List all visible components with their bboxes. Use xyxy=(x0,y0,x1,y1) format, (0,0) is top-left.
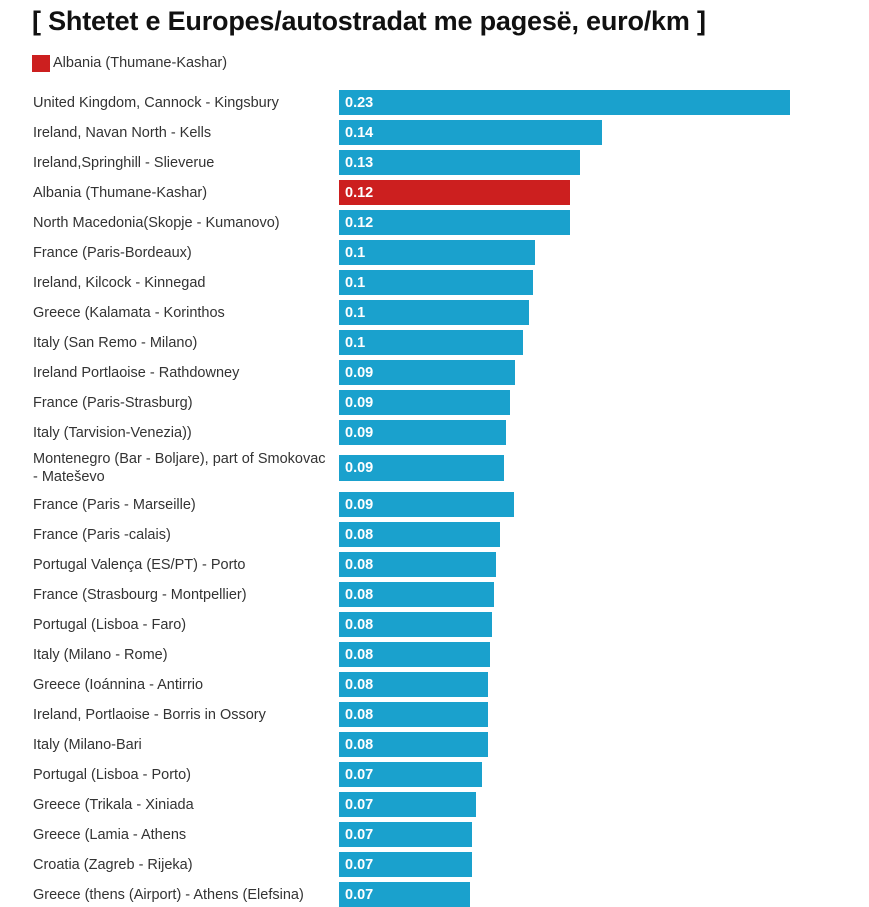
bar xyxy=(339,582,494,607)
data-label: 0.13 xyxy=(345,154,374,171)
category-label: North Macedonia(Skopje - Kumanovo) xyxy=(33,214,280,231)
bar xyxy=(339,90,790,115)
bar xyxy=(339,420,506,445)
category-label: France (Paris - Marseille) xyxy=(33,496,196,513)
data-label: 0.08 xyxy=(345,526,374,543)
category-label: Portugal (Lisboa - Faro) xyxy=(33,616,187,633)
category-label: Greece (Ioánnina - Antirrio xyxy=(33,676,204,693)
bar xyxy=(339,492,514,517)
data-label: 0.07 xyxy=(345,826,374,843)
bar xyxy=(339,762,482,787)
bar xyxy=(339,702,488,727)
data-label: 0.1 xyxy=(345,274,366,291)
bar xyxy=(339,455,504,481)
data-label: 0.1 xyxy=(345,334,366,351)
bar xyxy=(339,672,488,697)
chart-title: [ Shtetet e Europes/autostradat me pages… xyxy=(32,6,706,36)
bar xyxy=(339,612,492,637)
data-label: 0.07 xyxy=(345,856,374,873)
data-label: 0.08 xyxy=(345,616,374,633)
category-label: Ireland, Navan North - Kells xyxy=(33,124,212,141)
data-label: 0.08 xyxy=(345,586,374,603)
data-label: 0.08 xyxy=(345,646,374,663)
bar xyxy=(339,822,472,847)
data-label: 0.08 xyxy=(345,676,374,693)
category-label: France (Paris-Strasburg) xyxy=(33,394,193,411)
bar xyxy=(339,210,570,235)
category-label: Ireland Portlaoise - Rathdowney xyxy=(33,364,240,381)
bar xyxy=(339,642,490,667)
category-label: Portugal (Lisboa - Porto) xyxy=(33,766,191,783)
bar xyxy=(339,852,472,877)
data-label: 0.08 xyxy=(345,556,374,573)
bar xyxy=(339,150,580,175)
data-label: 0.09 xyxy=(345,460,374,476)
category-label: Italy (Milano-Bari xyxy=(33,736,142,753)
category-label: Portugal Valença (ES/PT) - Porto xyxy=(33,556,246,573)
category-label: Italy (Tarvision-Venezia)) xyxy=(33,424,192,441)
bar xyxy=(339,552,496,577)
data-label: 0.09 xyxy=(345,364,374,381)
bar xyxy=(339,300,529,325)
category-label: Italy (San Remo - Milano) xyxy=(33,334,198,351)
bar xyxy=(339,270,533,295)
bar xyxy=(339,330,523,355)
category-label: Greece (thens (Airport) - Athens (Elefsi… xyxy=(33,886,304,903)
category-label: Greece (Lamia - Athens xyxy=(33,826,187,843)
category-label: France (Paris-Bordeaux) xyxy=(33,244,192,261)
bar xyxy=(339,360,515,385)
bar xyxy=(339,240,535,265)
category-label: Croatia (Zagreb - Rijeka) xyxy=(33,856,193,873)
bar xyxy=(339,522,500,547)
data-label: 0.23 xyxy=(345,94,374,111)
category-label: Albania (Thumane-Kashar) xyxy=(33,184,208,201)
legend: Albania (Thumane-Kashar) xyxy=(32,54,227,72)
bar xyxy=(339,180,570,205)
category-label: Greece (Kalamata - Korinthos xyxy=(33,304,225,321)
category-label: Ireland,Springhill - Slieverue xyxy=(33,154,215,171)
data-label: 0.08 xyxy=(345,706,374,723)
data-label: 0.07 xyxy=(345,796,374,813)
data-label: 0.1 xyxy=(345,244,366,261)
bar xyxy=(339,792,476,817)
category-label: United Kingdom, Cannock - Kingsbury xyxy=(33,94,279,111)
data-label: 0.12 xyxy=(345,184,374,201)
data-label: 0.07 xyxy=(345,886,374,903)
category-label: Ireland, Kilcock - Kinnegad xyxy=(33,274,206,291)
bar xyxy=(339,732,488,757)
category-label: France (Paris -calais) xyxy=(33,526,171,543)
category-label: Montenegro (Bar - Boljare), part of Smok… xyxy=(33,451,326,485)
bar xyxy=(339,390,510,415)
bar xyxy=(339,120,602,145)
data-label: 0.12 xyxy=(345,214,374,231)
category-label: Greece (Trikala - Xiniada xyxy=(33,796,194,813)
data-label: 0.1 xyxy=(345,304,366,321)
legend-swatch xyxy=(32,54,50,72)
legend-label: Albania (Thumane-Kashar) xyxy=(53,55,228,71)
data-label: 0.07 xyxy=(345,766,374,783)
data-label: 0.14 xyxy=(345,124,374,141)
data-label: 0.09 xyxy=(345,424,374,441)
data-label: 0.08 xyxy=(345,736,374,753)
category-label: Ireland, Portlaoise - Borris in Ossory xyxy=(33,706,266,723)
category-label: France (Strasbourg - Montpellier) xyxy=(33,586,247,603)
category-label: Italy (Milano - Rome) xyxy=(33,646,168,663)
data-label: 0.09 xyxy=(345,496,374,513)
data-label: 0.09 xyxy=(345,394,374,411)
